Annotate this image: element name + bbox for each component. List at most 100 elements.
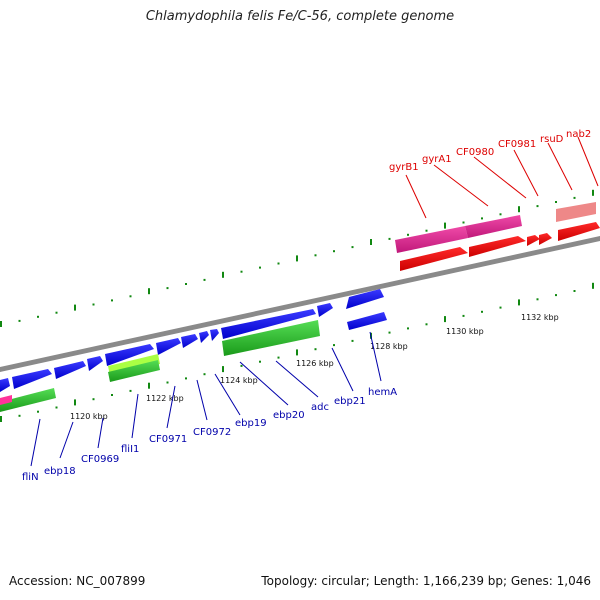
- gene-arrow: [221, 309, 316, 339]
- major-tick: [296, 255, 298, 262]
- minor-tick: [555, 201, 557, 203]
- gene-label[interactable]: ebp19: [235, 418, 267, 429]
- major-tick: [296, 349, 298, 356]
- gene-arrow: [156, 338, 181, 355]
- callout-line: [275, 360, 319, 398]
- minor-tick: [129, 295, 132, 298]
- minor-tick: [240, 364, 243, 367]
- minor-tick: [407, 327, 409, 330]
- major-tick: [444, 222, 446, 229]
- callout-line: [131, 393, 139, 439]
- minor-tick: [166, 287, 169, 290]
- scale-tick-label: 1122 kbp: [146, 394, 184, 403]
- rna-track-lower: [0, 320, 320, 412]
- gene-arrow: [539, 233, 552, 245]
- gene-arrow: [12, 369, 52, 389]
- gene-arrow: [0, 378, 10, 392]
- callout-line: [547, 142, 573, 191]
- scale-tick-label: 1124 kbp: [220, 376, 258, 385]
- minor-tick: [499, 213, 502, 216]
- minor-tick: [55, 406, 58, 409]
- gene-label[interactable]: gyrA1: [422, 154, 452, 165]
- minor-tick: [111, 394, 113, 396]
- minor-tick: [55, 311, 58, 314]
- minor-tick: [333, 250, 335, 253]
- gene-label[interactable]: adc: [311, 402, 329, 413]
- major-tick: [518, 206, 520, 213]
- tick-labels: 1120 kbp 1122 kbp 1124 kbp 1126 kbp 1128 kbp…: [70, 313, 559, 421]
- major-tick: [592, 282, 594, 289]
- gene-arrow: [181, 334, 198, 348]
- gene-arrow: [210, 329, 219, 341]
- minor-tick: [462, 221, 465, 224]
- genome-backbone: [0, 236, 600, 372]
- minor-tick: [240, 270, 243, 273]
- scale-tick-label: 1128 kbp: [370, 342, 408, 351]
- gene-label[interactable]: rsuD: [540, 134, 564, 145]
- minor-tick: [259, 266, 261, 269]
- scale-tick-label: 1132 kbp: [521, 313, 559, 322]
- callout-line: [97, 417, 104, 449]
- gene-arrow: [400, 247, 468, 271]
- major-tick: [222, 366, 224, 373]
- callout-line: [239, 361, 289, 406]
- minor-tick: [499, 306, 502, 309]
- gene-label[interactable]: ebp20: [273, 410, 305, 421]
- minor-tick: [407, 233, 409, 236]
- minor-tick: [462, 314, 465, 317]
- gene-label[interactable]: fliI1: [121, 444, 139, 455]
- gene-arrow: [346, 289, 384, 309]
- scale-tick-label: 1130 kbp: [446, 327, 484, 336]
- rrna-feature: [556, 202, 596, 222]
- gene-arrow: [558, 222, 600, 241]
- minor-tick: [18, 414, 21, 417]
- minor-tick: [573, 290, 576, 292]
- gene-label[interactable]: hemA: [368, 387, 397, 398]
- gene-label[interactable]: ebp21: [334, 396, 366, 407]
- scale-tick-label: 1126 kbp: [296, 359, 334, 368]
- callout-line: [473, 156, 527, 199]
- minor-tick: [203, 278, 206, 281]
- minor-tick: [92, 303, 95, 306]
- minor-tick: [203, 373, 206, 376]
- gene-label[interactable]: CF0972: [193, 427, 231, 438]
- minor-tick: [185, 377, 187, 380]
- gene-label[interactable]: CF0971: [149, 434, 187, 445]
- minor-tick: [536, 298, 539, 301]
- gene-arrow: [87, 356, 103, 371]
- page-title: Chlamydophila felis Fe/C-56, complete ge…: [145, 9, 455, 24]
- gene-label[interactable]: ebp18: [44, 466, 76, 477]
- gene-arrow: [199, 331, 209, 343]
- minor-tick: [314, 348, 317, 351]
- rrna-feature: [465, 215, 522, 238]
- gene-label[interactable]: nab2: [566, 129, 591, 140]
- callout-line: [331, 347, 354, 392]
- minor-tick: [259, 360, 261, 363]
- minor-tick: [37, 315, 39, 318]
- gene-label[interactable]: CF0981: [498, 139, 536, 150]
- gene-label[interactable]: CF0969: [81, 454, 119, 465]
- callout-line: [513, 149, 539, 197]
- minor-tick: [388, 237, 391, 240]
- callout-line: [166, 385, 176, 429]
- major-tick: [444, 316, 446, 323]
- tick-marks: [0, 189, 594, 422]
- gene-arrow: [527, 235, 540, 246]
- trna-feature: [0, 388, 56, 412]
- gene-label[interactable]: fliN: [22, 472, 39, 483]
- callout-line: [30, 418, 41, 467]
- forward-gene-track: [0, 289, 387, 392]
- gene-label[interactable]: gyrB1: [389, 162, 419, 173]
- minor-tick: [351, 246, 354, 249]
- minor-tick: [37, 410, 39, 413]
- gene-arrow: [469, 236, 526, 257]
- gene-label[interactable]: CF0980: [456, 147, 494, 158]
- major-tick: [370, 239, 372, 245]
- minor-tick: [555, 294, 557, 297]
- genome-stats-label: Topology: circular; Length: 1,166,239 bp…: [261, 574, 591, 588]
- callout-line: [59, 421, 74, 459]
- minor-tick: [166, 381, 169, 384]
- major-tick: [148, 382, 150, 389]
